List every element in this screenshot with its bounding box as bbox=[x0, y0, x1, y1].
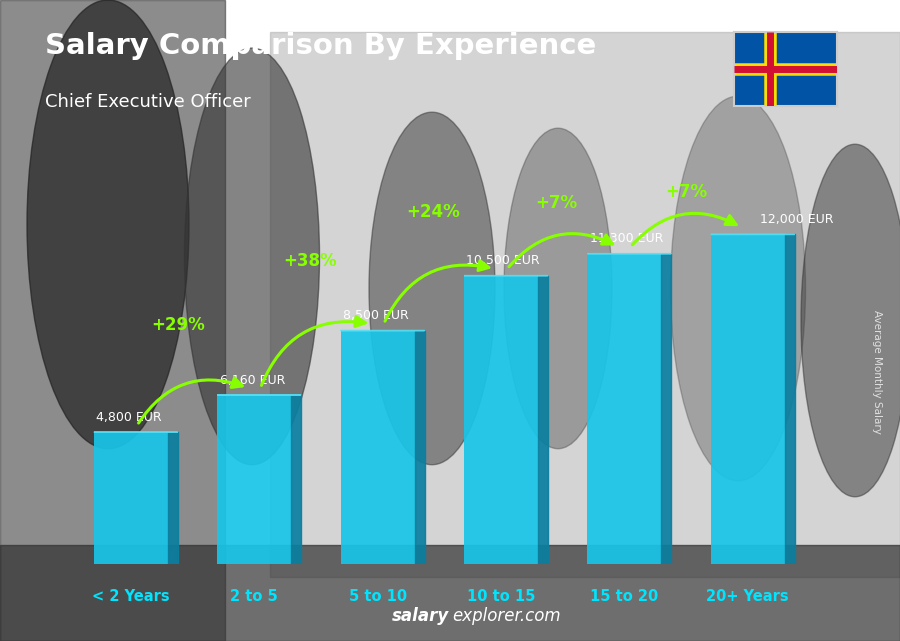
Polygon shape bbox=[292, 395, 302, 564]
Ellipse shape bbox=[27, 0, 189, 449]
Text: 20+ Years: 20+ Years bbox=[706, 589, 789, 604]
Polygon shape bbox=[785, 235, 795, 564]
Text: 11,300 EUR: 11,300 EUR bbox=[590, 233, 663, 246]
Text: 5 to 10: 5 to 10 bbox=[348, 589, 407, 604]
Ellipse shape bbox=[801, 144, 900, 497]
Text: +38%: +38% bbox=[283, 252, 337, 270]
Text: salary: salary bbox=[392, 607, 449, 625]
Ellipse shape bbox=[504, 128, 612, 449]
Text: 12,000 EUR: 12,000 EUR bbox=[760, 213, 833, 226]
Bar bbox=[0, 545, 900, 641]
Text: 15 to 20: 15 to 20 bbox=[590, 589, 659, 604]
Ellipse shape bbox=[369, 112, 495, 465]
Text: 4,800 EUR: 4,800 EUR bbox=[96, 411, 162, 424]
Text: 10 to 15: 10 to 15 bbox=[467, 589, 536, 604]
Bar bbox=[270, 32, 900, 577]
Text: < 2 Years: < 2 Years bbox=[92, 589, 170, 604]
Polygon shape bbox=[415, 331, 425, 564]
Ellipse shape bbox=[184, 48, 320, 465]
Bar bbox=[94, 432, 168, 564]
Text: explorer.com: explorer.com bbox=[453, 607, 562, 625]
Text: Average Monthly Salary: Average Monthly Salary bbox=[872, 310, 883, 434]
Bar bbox=[340, 331, 415, 564]
Text: +29%: +29% bbox=[151, 317, 204, 335]
Bar bbox=[711, 235, 785, 564]
Polygon shape bbox=[168, 432, 178, 564]
Text: 10,500 EUR: 10,500 EUR bbox=[466, 254, 540, 267]
Text: 8,500 EUR: 8,500 EUR bbox=[343, 310, 409, 322]
Polygon shape bbox=[538, 276, 548, 564]
Bar bbox=[588, 254, 662, 564]
Ellipse shape bbox=[670, 96, 806, 481]
Text: 2 to 5: 2 to 5 bbox=[230, 589, 278, 604]
Bar bbox=[464, 276, 538, 564]
Text: Salary Comparison By Experience: Salary Comparison By Experience bbox=[45, 32, 596, 60]
Polygon shape bbox=[662, 254, 671, 564]
Text: +24%: +24% bbox=[406, 203, 460, 221]
Text: Chief Executive Officer: Chief Executive Officer bbox=[45, 93, 251, 111]
Text: +7%: +7% bbox=[536, 194, 578, 212]
Text: 6,160 EUR: 6,160 EUR bbox=[220, 374, 285, 387]
Bar bbox=[0, 0, 225, 641]
Text: +7%: +7% bbox=[665, 183, 707, 201]
Bar bbox=[217, 395, 292, 564]
